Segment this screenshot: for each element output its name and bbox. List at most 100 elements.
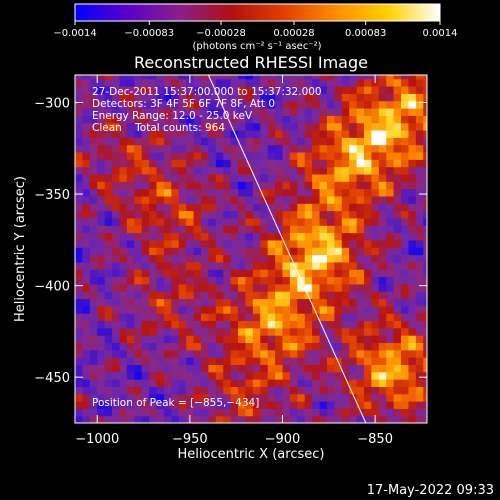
heatmap-cell	[163, 195, 172, 204]
heatmap-cell	[408, 261, 417, 270]
heatmap-cell	[423, 195, 427, 204]
heatmap-cell	[423, 349, 427, 358]
heatmap-cell	[149, 254, 158, 263]
heatmap-cell	[104, 225, 113, 234]
heatmap-cell	[289, 100, 298, 109]
heatmap-cell	[275, 313, 284, 322]
heatmap-cell	[267, 122, 276, 131]
heatmap-cell	[112, 173, 121, 182]
heatmap-cell	[282, 225, 291, 234]
heatmap-cell	[82, 283, 91, 292]
heatmap-cell	[349, 188, 358, 197]
heatmap-cell	[282, 327, 291, 336]
heatmap-cell	[193, 85, 202, 94]
heatmap-cell	[282, 349, 291, 358]
heatmap-cell	[112, 342, 121, 351]
heatmap-cell	[230, 254, 239, 263]
heatmap-cell	[82, 203, 91, 212]
heatmap-cell	[208, 166, 217, 175]
heatmap-cell	[275, 115, 284, 124]
heatmap-cell	[349, 298, 358, 307]
heatmap-cell	[260, 313, 269, 322]
heatmap-cell	[134, 276, 143, 285]
heatmap-cell	[371, 379, 380, 387]
heatmap-cell	[423, 364, 427, 373]
heatmap-cell	[252, 239, 261, 248]
heatmap-cell	[82, 181, 91, 190]
heatmap-cell	[89, 85, 98, 94]
heatmap-cell	[178, 305, 187, 314]
heatmap-cell	[275, 173, 284, 182]
heatmap-cell	[297, 327, 306, 336]
heatmap-cell	[89, 232, 98, 241]
heatmap-cell	[215, 129, 224, 138]
heatmap-cell	[312, 408, 321, 417]
heatmap-cell	[371, 107, 380, 116]
heatmap-cell	[82, 129, 91, 138]
heatmap-cell	[75, 283, 84, 292]
heatmap-cell	[223, 371, 232, 380]
heatmap-cell	[163, 122, 172, 131]
heatmap-cell	[393, 276, 402, 285]
heatmap-cell	[312, 239, 321, 248]
heatmap-cell	[208, 107, 217, 116]
heatmap-cell	[200, 173, 209, 182]
heatmap-cell	[326, 195, 335, 204]
heatmap-cell	[267, 408, 276, 417]
heatmap-cell	[356, 283, 365, 292]
heatmap-cell	[163, 203, 172, 212]
heatmap-cell	[178, 247, 187, 256]
heatmap-cell	[386, 144, 395, 153]
heatmap-cell	[356, 100, 365, 109]
heatmap-cell	[289, 181, 298, 190]
heatmap-cell	[415, 144, 424, 153]
heatmap-cell	[134, 239, 143, 248]
heatmap-cell	[112, 415, 121, 423]
heatmap-cell	[112, 313, 121, 322]
heatmap-cell	[230, 93, 239, 102]
heatmap-cell	[371, 276, 380, 285]
heatmap-cell	[171, 93, 180, 102]
heatmap-cell	[89, 357, 98, 365]
heatmap-cell	[275, 78, 284, 87]
heatmap-cell	[171, 269, 180, 278]
heatmap-cell	[75, 364, 84, 373]
heatmap-cell	[75, 137, 84, 146]
heatmap-cell	[223, 401, 232, 409]
heatmap-cell	[275, 357, 284, 365]
x-tick-label: −850	[357, 432, 393, 447]
heatmap-cell	[193, 291, 202, 300]
heatmap-cell	[408, 415, 417, 423]
heatmap-cell	[193, 313, 202, 322]
heatmap-cell	[260, 144, 269, 153]
heatmap-cell	[200, 254, 209, 263]
heatmap-cell	[149, 159, 158, 168]
heatmap-cell	[238, 269, 247, 278]
heatmap-cell	[334, 137, 343, 146]
heatmap-cell	[171, 144, 180, 153]
heatmap-cell	[134, 261, 143, 270]
heatmap-cell	[245, 320, 254, 329]
heatmap-cell	[341, 349, 350, 358]
heatmap-cell	[289, 269, 298, 278]
heatmap-cell	[112, 327, 121, 336]
heatmap-cell	[134, 159, 143, 168]
heatmap-cell	[82, 386, 91, 395]
heatmap-cell	[171, 305, 180, 314]
heatmap-cell	[186, 122, 195, 131]
heatmap-cell	[89, 261, 98, 270]
heatmap-cell	[82, 210, 91, 219]
heatmap-cell	[141, 261, 150, 270]
heatmap-cell	[156, 305, 165, 314]
heatmap-cell	[171, 335, 180, 344]
heatmap-cell	[230, 357, 239, 365]
heatmap-cell	[349, 320, 358, 329]
heatmap-cell	[89, 195, 98, 204]
heatmap-cell	[378, 217, 387, 226]
heatmap-cell	[75, 298, 84, 307]
heatmap-cell	[423, 247, 427, 256]
heatmap-cell	[408, 269, 417, 278]
heatmap-cell	[97, 349, 106, 358]
heatmap-cell	[364, 415, 373, 423]
heatmap-cell	[230, 261, 239, 270]
